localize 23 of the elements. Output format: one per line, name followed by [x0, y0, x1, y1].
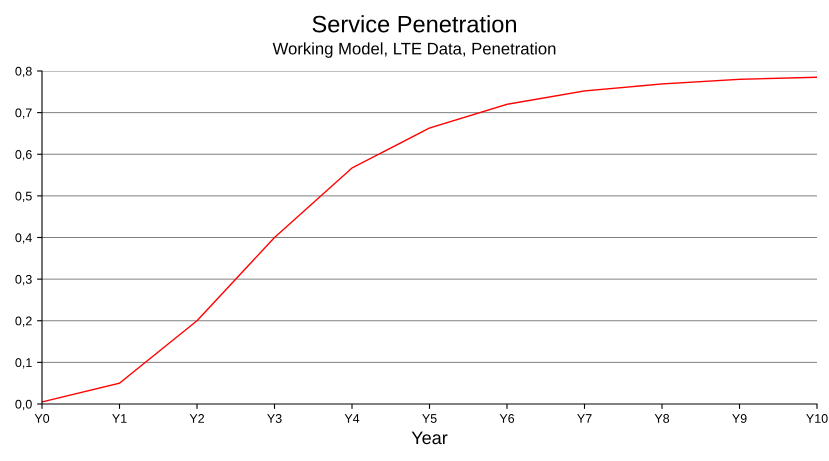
chart-subtitle: Working Model, LTE Data, Penetration — [272, 42, 556, 58]
y-tick-label: 0,8 — [15, 66, 32, 78]
x-tick-label: Y8 — [654, 414, 670, 423]
x-tick-label: Y7 — [577, 414, 592, 423]
y-tick-label: 0,2 — [15, 316, 32, 327]
x-tick-label: Y4 — [344, 414, 360, 423]
x-tick-label: Y9 — [732, 414, 747, 423]
y-tick-label: 0,7 — [15, 108, 32, 119]
x-tick-label: Y10 — [806, 414, 828, 423]
x-axis-title: Year — [412, 432, 448, 444]
x-tick-label: Y2 — [190, 414, 204, 423]
y-tick-label: 0,6 — [15, 150, 32, 160]
y-tick-label: 0,0 — [15, 400, 32, 410]
y-tick-label: 0,5 — [15, 192, 32, 202]
chart-title: Service Penetration — [312, 15, 516, 32]
y-tick-label: 0,4 — [15, 233, 32, 244]
x-tick-label: Y5 — [422, 414, 437, 423]
x-tick-label: Y3 — [267, 414, 282, 423]
y-tick-label: 0,3 — [15, 274, 32, 286]
x-tick-label: Y6 — [500, 414, 514, 423]
y-tick-label: 0,1 — [15, 358, 32, 369]
x-tick-label: Y1 — [112, 414, 127, 423]
x-tick-label: Y0 — [34, 414, 50, 423]
